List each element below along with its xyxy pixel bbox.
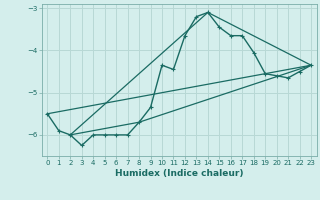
X-axis label: Humidex (Indice chaleur): Humidex (Indice chaleur) [115,169,244,178]
